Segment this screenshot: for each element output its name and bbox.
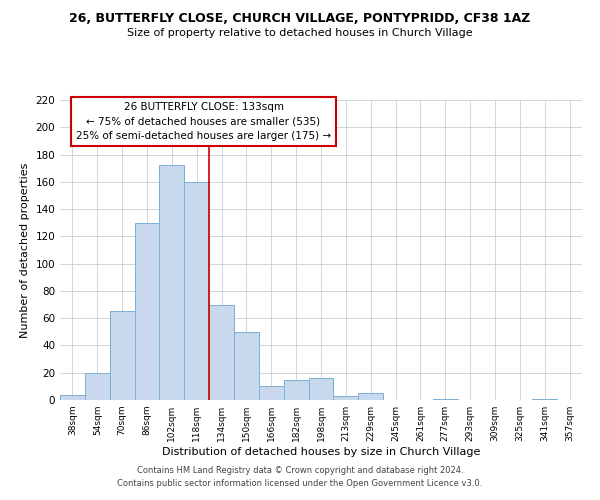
Bar — [308, 378, 334, 400]
Text: Contains HM Land Registry data © Crown copyright and database right 2024.
Contai: Contains HM Land Registry data © Crown c… — [118, 466, 482, 487]
Bar — [234, 332, 259, 400]
Text: Size of property relative to detached houses in Church Village: Size of property relative to detached ho… — [127, 28, 473, 38]
Bar — [334, 396, 358, 400]
Bar — [160, 166, 184, 400]
Bar — [209, 304, 234, 400]
Bar — [259, 386, 284, 400]
Bar — [110, 312, 134, 400]
Bar — [433, 398, 458, 400]
Bar — [532, 398, 557, 400]
Bar — [184, 182, 209, 400]
Text: 26, BUTTERFLY CLOSE, CHURCH VILLAGE, PONTYPRIDD, CF38 1AZ: 26, BUTTERFLY CLOSE, CHURCH VILLAGE, PON… — [70, 12, 530, 26]
Bar — [134, 222, 160, 400]
X-axis label: Distribution of detached houses by size in Church Village: Distribution of detached houses by size … — [162, 447, 480, 457]
Bar — [85, 372, 110, 400]
Bar — [358, 393, 383, 400]
Bar — [284, 380, 308, 400]
Y-axis label: Number of detached properties: Number of detached properties — [20, 162, 30, 338]
Text: 26 BUTTERFLY CLOSE: 133sqm
← 75% of detached houses are smaller (535)
25% of sem: 26 BUTTERFLY CLOSE: 133sqm ← 75% of deta… — [76, 102, 331, 141]
Bar — [60, 394, 85, 400]
